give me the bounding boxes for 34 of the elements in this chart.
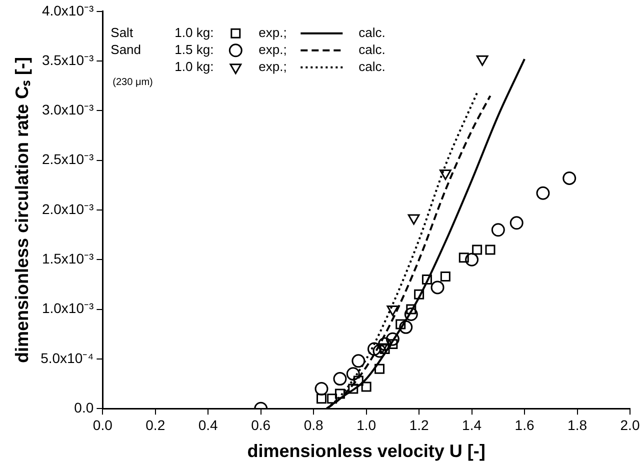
legend-label: exp.; [258, 58, 287, 74]
annotation: Salt [110, 24, 134, 40]
y-tick-label: 2.5x10⁻³ [42, 151, 94, 168]
x-tick-label: 1.8 [568, 416, 588, 433]
y-tick-label: 3.0x10⁻³ [42, 102, 94, 118]
x-tick-label: 1.2 [409, 416, 429, 433]
annotation: Sand [110, 42, 142, 57]
y-axis-title: dimensionless circulation rate Cₛ [-] [12, 56, 32, 364]
legend-label: exp.; [258, 24, 287, 40]
x-tick-label: 0.0 [92, 416, 113, 433]
annotation: 1.5 kg: [174, 42, 214, 57]
y-tick-label: 5.0x10⁻⁴ [40, 350, 94, 366]
y-tick-label: 1.0x10⁻³ [42, 300, 94, 316]
x-tick-label: 1.0 [356, 416, 376, 433]
legend-label: exp.; [258, 42, 287, 57]
x-tick-label: 0.6 [251, 416, 271, 433]
y-tick-label: 4.0x10⁻³ [42, 2, 94, 18]
y-tick-label: 0.0 [74, 399, 94, 416]
y-tick-label: 1.5x10⁻³ [42, 250, 94, 267]
legend-label: calc. [358, 24, 386, 40]
x-tick-label: 0.2 [146, 416, 166, 433]
legend-label: calc. [358, 42, 386, 57]
annotation: 1.0 kg: [174, 24, 214, 40]
x-tick-label: 2.0 [620, 416, 640, 433]
x-tick-label: 1.6 [514, 416, 534, 433]
annotation: (230 μm) [112, 77, 153, 88]
x-axis-title: dimensionless velocity U [-] [247, 441, 486, 462]
x-tick-label: 1.4 [462, 416, 482, 433]
x-tick-label: 0.4 [198, 416, 218, 433]
annotation: 1.0 kg: [174, 58, 214, 74]
y-tick-label: 2.0x10⁻³ [42, 200, 94, 217]
y-tick-label: 3.5x10⁻³ [42, 52, 94, 68]
legend-label: calc. [358, 58, 386, 74]
x-tick-label: 0.8 [304, 416, 324, 433]
